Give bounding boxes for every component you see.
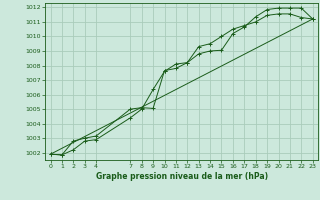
X-axis label: Graphe pression niveau de la mer (hPa): Graphe pression niveau de la mer (hPa) [96,172,268,181]
